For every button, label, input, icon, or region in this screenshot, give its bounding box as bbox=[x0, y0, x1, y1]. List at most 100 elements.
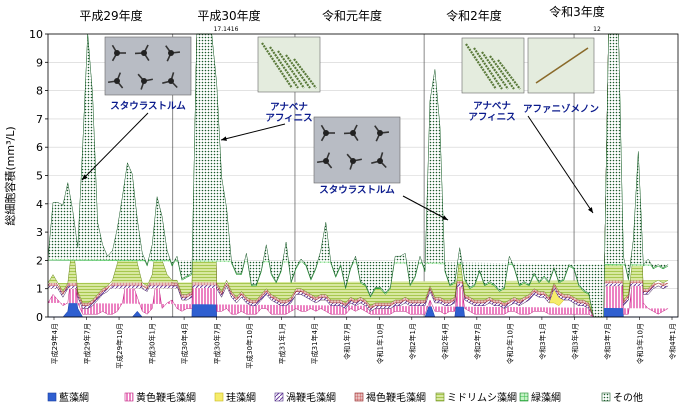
legend-item-4: 褐色鞭毛藻綱 bbox=[354, 391, 426, 404]
filament-3-0 bbox=[465, 43, 497, 90]
area-series-7 bbox=[47, 33, 669, 318]
era-labels: 平成29年度 平成30年度 令和元年度 令和2年度 令和3年度 bbox=[79, 4, 604, 23]
era-label-r3: 令和3年度 bbox=[549, 4, 605, 19]
photo-frame-1 bbox=[257, 36, 321, 93]
photo-label-3-1: アフィニス bbox=[468, 112, 515, 123]
legend-swatch-2 bbox=[214, 392, 224, 402]
era-label-r1: 令和元年度 bbox=[322, 8, 382, 23]
legend-label-2: 珪藻綱 bbox=[226, 391, 256, 404]
cell-body-0-0 bbox=[114, 50, 120, 56]
cell-body-2-4 bbox=[350, 158, 356, 164]
legend-item-2: 珪藻綱 bbox=[214, 391, 256, 404]
x-tick-label-9: 令和1年7月 bbox=[343, 323, 352, 360]
x-tick-label-0: 平成29年4月 bbox=[50, 323, 59, 364]
legend-swatch-1 bbox=[124, 392, 134, 402]
x-tick-label-10: 令和1年10月 bbox=[375, 323, 384, 364]
cell-body-2-0 bbox=[323, 130, 329, 136]
filament-3-2 bbox=[481, 51, 509, 90]
filament-1-3 bbox=[285, 54, 311, 89]
y-axis-label: 総細胞容積(mm³/L) bbox=[3, 126, 17, 225]
y-tick-label-5: 5 bbox=[36, 170, 43, 183]
legend-swatch-0 bbox=[47, 392, 57, 402]
legend: 藍藻綱 黄色鞭毛藻綱 珪藻綱 渦鞭毛藻綱 褐色鞭毛藻綱 ミドリムシ藻綱 緑藻綱 その他 bbox=[47, 391, 643, 404]
photo-arrowhead-2 bbox=[442, 215, 448, 220]
y-tick-label-4: 4 bbox=[36, 198, 43, 211]
y-tick-label-1: 1 bbox=[36, 283, 43, 296]
x-tick-label-13: 令和2年7月 bbox=[473, 323, 482, 360]
filament-3-3 bbox=[489, 55, 515, 90]
x-tick-label-15: 令和3年1月 bbox=[538, 323, 547, 360]
legend-swatch-6 bbox=[519, 392, 529, 402]
filament-1-0 bbox=[261, 42, 293, 89]
filament-3-1 bbox=[473, 47, 503, 90]
legend-item-0: 藍藻綱 bbox=[47, 391, 89, 404]
cell-body-0-2 bbox=[168, 50, 174, 56]
x-tick-label-11: 令和2年1月 bbox=[408, 323, 417, 360]
photo-arrow-0 bbox=[81, 112, 149, 181]
cell-body-0-3 bbox=[114, 78, 120, 84]
legend-label-5: ミドリムシ藻綱 bbox=[447, 391, 517, 404]
legend-label-7: その他 bbox=[613, 391, 643, 404]
legend-item-5: ミドリムシ藻綱 bbox=[435, 391, 517, 404]
peak-label-h30: 17.1416 bbox=[214, 26, 239, 33]
y-tick-label-10: 10 bbox=[29, 28, 43, 41]
cell-body-0-1 bbox=[141, 50, 147, 56]
legend-swatch-3 bbox=[274, 392, 284, 402]
era-label-r2: 令和2年度 bbox=[446, 8, 502, 23]
photo-label-1-1: アフィニス bbox=[265, 113, 312, 124]
x-tick-label-16: 令和3年4月 bbox=[570, 323, 579, 360]
filament-1-2 bbox=[277, 50, 305, 89]
photo-arrow-1 bbox=[220, 123, 286, 141]
photo-inset-2: スタウラストルム bbox=[313, 116, 449, 221]
y-tick-label-3: 3 bbox=[36, 226, 43, 239]
photo-inset-0: スタウラストルム bbox=[81, 36, 192, 181]
x-tick-label-17: 令和3年7月 bbox=[603, 323, 612, 360]
x-tick-label-4: 平成30年4月 bbox=[180, 323, 189, 364]
cell-body-2-2 bbox=[377, 130, 383, 136]
x-tick-label-6: 平成30年10月 bbox=[245, 323, 254, 369]
photo-arrowhead-1 bbox=[221, 136, 227, 141]
x-tick-label-12: 令和2年4月 bbox=[440, 323, 449, 360]
legend-swatch-7 bbox=[601, 392, 611, 402]
y-tick-label-6: 6 bbox=[36, 141, 43, 154]
y-tick-label-2: 2 bbox=[36, 254, 43, 267]
photo-label-3-0: アナベナ bbox=[473, 101, 511, 112]
legend-swatch-5 bbox=[435, 392, 445, 402]
legend-label-6: 緑藻綱 bbox=[531, 391, 561, 404]
photo-label-0-0: スタウラストルム bbox=[110, 100, 186, 112]
photo-arrow-2 bbox=[402, 195, 449, 221]
y-tick-label-7: 7 bbox=[36, 113, 43, 126]
photo-label-1-0: アナベナ bbox=[270, 102, 308, 113]
plot-area bbox=[47, 33, 678, 318]
legend-item-1: 黄色鞭毛藻綱 bbox=[124, 391, 196, 404]
cell-body-0-4 bbox=[141, 78, 147, 84]
needle-cell-4 bbox=[535, 47, 589, 84]
x-tick-label-5: 平成30年7月 bbox=[213, 323, 222, 364]
legend-item-3: 渦鞭毛藻綱 bbox=[274, 391, 336, 404]
legend-label-0: 藍藻綱 bbox=[59, 391, 89, 404]
legend-label-3: 渦鞭毛藻綱 bbox=[286, 391, 336, 404]
x-tick-label-7: 平成31年1月 bbox=[278, 323, 287, 364]
legend-label-1: 黄色鞭毛藻綱 bbox=[136, 391, 196, 404]
x-tick-label-2: 平成29年10月 bbox=[115, 323, 124, 369]
cell-body-0-5 bbox=[168, 78, 174, 84]
cell-body-2-5 bbox=[377, 158, 383, 164]
peak-label-r3: 12 bbox=[593, 26, 601, 33]
y-tick-label-0: 0 bbox=[36, 311, 43, 324]
cell-body-2-3 bbox=[323, 158, 329, 164]
era-label-h30: 平成30年度 bbox=[197, 8, 260, 23]
photo-frame-2 bbox=[313, 116, 401, 184]
filament-1-4 bbox=[293, 58, 317, 89]
photo-inset-4: アファニゾメノン bbox=[523, 37, 599, 214]
x-tick-label-19: 令和4年1月 bbox=[668, 323, 677, 360]
x-tick-label-3: 平成30年1月 bbox=[148, 323, 157, 364]
x-tick-label-8: 平成31年4月 bbox=[310, 323, 319, 364]
legend-label-4: 褐色鞭毛藻綱 bbox=[366, 391, 426, 404]
photo-arrowhead-0 bbox=[82, 174, 88, 180]
photo-label-2-0: スタウラストルム bbox=[319, 184, 395, 196]
legend-item-6: 緑藻綱 bbox=[519, 391, 561, 404]
